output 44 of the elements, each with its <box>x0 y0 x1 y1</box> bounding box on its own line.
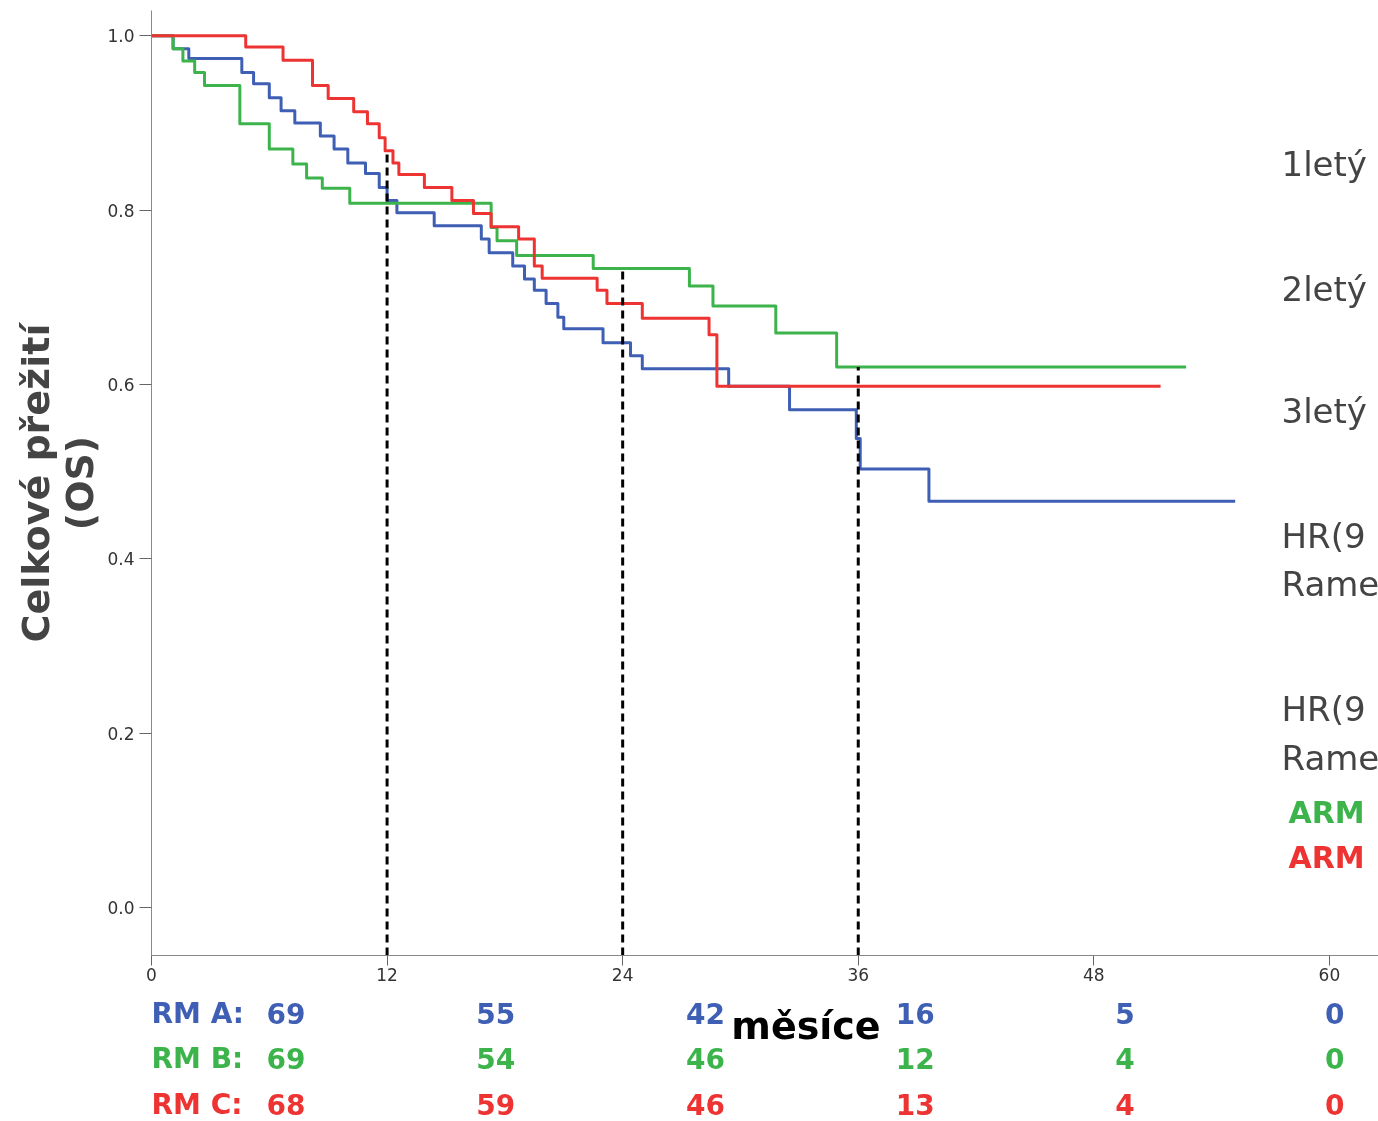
text: 55 <box>476 998 516 1031</box>
text: 4 <box>1115 1089 1135 1121</box>
text: RM B: <box>151 1042 244 1075</box>
text: RM A: <box>151 997 245 1030</box>
x-axis-title: měsíce <box>731 1003 881 1048</box>
text: 59 <box>476 1089 516 1121</box>
annotation: ARM <box>1288 795 1365 830</box>
text: RM C: <box>151 1088 243 1121</box>
y-tick-label: 0.6 <box>107 374 135 395</box>
x-tick-label: 60 <box>1318 964 1341 985</box>
y-axis-title: Celkové přežití (OS) <box>14 321 103 643</box>
text: 4 <box>1115 1043 1135 1076</box>
x-tick-label: 12 <box>376 964 398 985</box>
x-tick-label: 24 <box>611 964 634 985</box>
text: 0 <box>1325 1089 1345 1121</box>
text: 68 <box>266 1089 306 1121</box>
text: 0 <box>1325 998 1345 1031</box>
text: 5 <box>1115 998 1135 1031</box>
annotation: HR(9 <box>1281 688 1366 729</box>
annotation: Rame <box>1281 737 1378 778</box>
y-tick-label: 1.0 <box>107 26 135 47</box>
annotation: Rame <box>1281 563 1378 604</box>
annotation: 1letý <box>1281 143 1367 184</box>
text: 69 <box>266 1043 306 1076</box>
text: 69 <box>266 998 306 1031</box>
text: 13 <box>895 1089 935 1121</box>
y-tick-label: 0.0 <box>107 898 135 919</box>
y-tick-label: 0.2 <box>107 723 135 744</box>
annotation: 2letý <box>1281 268 1367 309</box>
text: 54 <box>476 1043 516 1076</box>
annotation: ARM <box>1288 840 1365 875</box>
y-tick-label: 0.4 <box>107 549 135 570</box>
text: 46 <box>686 1089 725 1121</box>
text: 46 <box>686 1043 725 1076</box>
annotation: 3letý <box>1281 390 1367 431</box>
text: 16 <box>895 998 935 1031</box>
text: 12 <box>895 1043 935 1076</box>
x-tick-label: 36 <box>847 964 870 985</box>
annotation: HR(9 <box>1281 515 1366 556</box>
text: 0 <box>1325 1043 1345 1076</box>
y-tick-label: 0.8 <box>107 200 135 221</box>
x-tick-label: 0 <box>146 964 157 985</box>
text: 42 <box>686 998 725 1031</box>
x-tick-label: 48 <box>1083 964 1105 985</box>
